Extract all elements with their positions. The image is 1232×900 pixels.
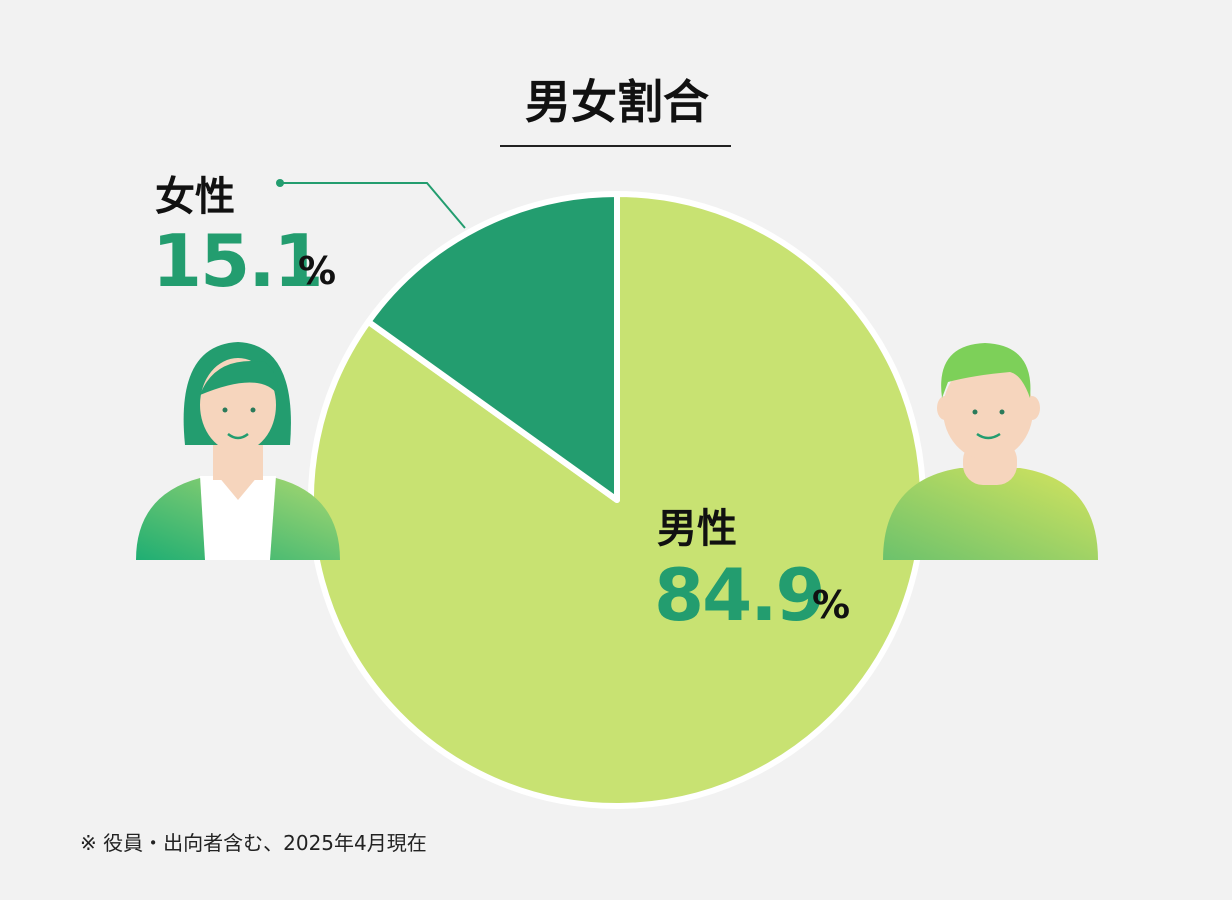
pie [308, 191, 926, 809]
man-icon [883, 343, 1098, 560]
chart-title: 男女割合 [525, 75, 709, 129]
legend-label: 女性 [155, 174, 235, 220]
footnote: ※ 役員・出向者含む、2025年4月現在 [80, 831, 427, 855]
value-unit: % [298, 249, 336, 293]
leader-dot [276, 179, 284, 187]
pie-slice [365, 191, 620, 503]
value-label: 84.9 [654, 553, 824, 637]
legend-label: 男性 [657, 506, 737, 552]
value-label: 15.1 [152, 219, 322, 303]
value-unit: % [812, 583, 850, 627]
woman-icon [136, 342, 340, 560]
leader-line [280, 182, 466, 229]
